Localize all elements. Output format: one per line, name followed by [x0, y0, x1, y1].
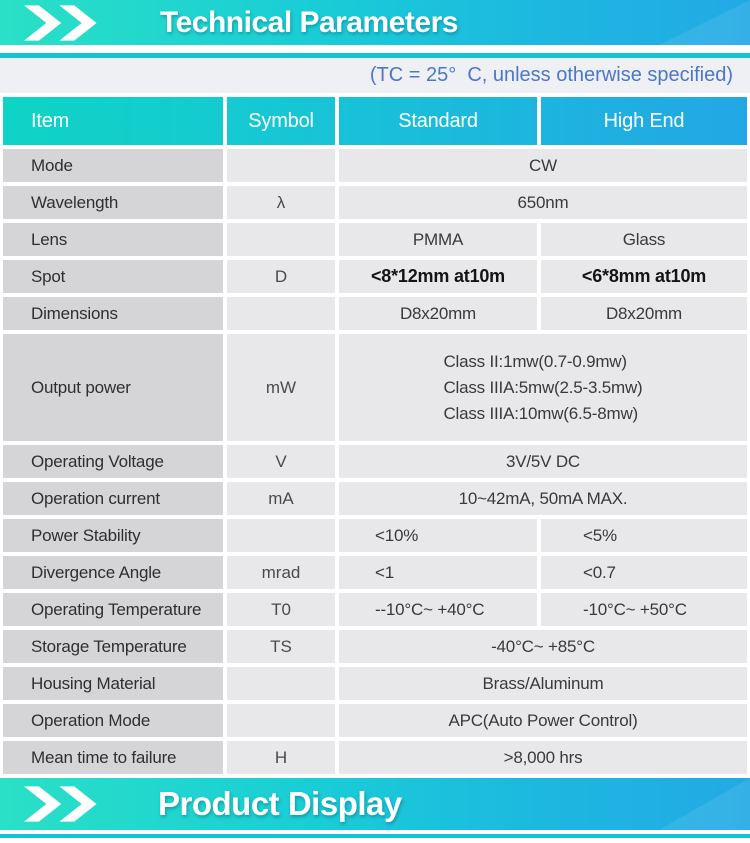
value-cell: Brass/Aluminum — [339, 667, 747, 700]
double-chevron-right-icon — [24, 4, 97, 41]
multiline-value: Class II:1mw(0.7-0.9mw) Class IIIA:5mw(2.… — [443, 349, 642, 427]
value-line: Class IIIA:5mw(2.5-3.5mw) — [443, 377, 643, 397]
symbol-cell: mA — [227, 482, 335, 515]
symbol-cell: TS — [227, 630, 335, 663]
value-cell: <8*12mm at10m — [339, 260, 537, 293]
teal-divider-line — [0, 53, 750, 58]
technical-parameters-table: Item Symbol Standard High End Mode CW Wave… — [0, 93, 750, 778]
value-cell: Glass — [541, 223, 747, 256]
column-header-standard: Standard — [339, 97, 537, 145]
value-cell: --10°C~ +40°C — [339, 593, 537, 626]
item-cell: Output power — [3, 334, 223, 441]
value-cell: <5% — [541, 519, 747, 552]
item-cell: Operating Voltage — [3, 445, 223, 478]
value-cell: 650nm — [339, 186, 747, 219]
column-header-symbol: Symbol — [227, 97, 335, 145]
symbol-cell — [227, 297, 335, 330]
item-cell: Operation current — [3, 482, 223, 515]
table-row: Mean time to failure H >8,000 hrs — [3, 741, 747, 774]
symbol-cell: λ — [227, 186, 335, 219]
value-cell: 10~42mA, 50mA MAX. — [339, 482, 747, 515]
table-row: Operating Temperature T0 --10°C~ +40°C -10°… — [3, 593, 747, 626]
table-row: Divergence Angle mrad <1 <0.7 — [3, 556, 747, 589]
symbol-cell: mrad — [227, 556, 335, 589]
value-line: Class II:1mw(0.7-0.9mw) — [443, 351, 627, 371]
item-cell: Divergence Angle — [3, 556, 223, 589]
table-row: Operation Mode APC(Auto Power Control) — [3, 704, 747, 737]
table-row: Operating Voltage V 3V/5V DC — [3, 445, 747, 478]
value-cell: -10°C~ +50°C — [541, 593, 747, 626]
value-cell: APC(Auto Power Control) — [339, 704, 747, 737]
table-row: Power Stability <10% <5% — [3, 519, 747, 552]
symbol-cell — [227, 704, 335, 737]
item-cell: Operating Temperature — [3, 593, 223, 626]
symbol-cell: D — [227, 260, 335, 293]
item-cell: Lens — [3, 223, 223, 256]
double-chevron-right-icon — [24, 786, 97, 822]
product-display-banner: Product Display — [0, 778, 750, 830]
divider-gap — [0, 45, 750, 53]
table-row: Operation current mA 10~42mA, 50mA MAX. — [3, 482, 747, 515]
column-header-high-end: High End — [541, 97, 747, 145]
value-line: Class IIIA:10mw(6.5-8mw) — [443, 403, 638, 423]
item-cell: Housing Material — [3, 667, 223, 700]
symbol-cell: V — [227, 445, 335, 478]
value-cell: <6*8mm at10m — [541, 260, 747, 293]
item-cell: Operation Mode — [3, 704, 223, 737]
section-title-technical: Technical Parameters — [160, 5, 458, 39]
value-cell: Class II:1mw(0.7-0.9mw) Class IIIA:5mw(2.… — [339, 334, 747, 441]
table-row: Output power mW Class II:1mw(0.7-0.9mw) Cla… — [3, 334, 747, 441]
item-cell: Spot — [3, 260, 223, 293]
symbol-cell: H — [227, 741, 335, 774]
value-cell: <0.7 — [541, 556, 747, 589]
symbol-cell — [227, 519, 335, 552]
item-cell: Mode — [3, 149, 223, 182]
table-row: Dimensions D8x20mm D8x20mm — [3, 297, 747, 330]
table-row: Spot D <8*12mm at10m <6*8mm at10m — [3, 260, 747, 293]
divider-gap — [0, 830, 750, 834]
value-cell: PMMA — [339, 223, 537, 256]
value-cell: 3V/5V DC — [339, 445, 747, 478]
symbol-cell — [227, 149, 335, 182]
symbol-cell: T0 — [227, 593, 335, 626]
table-row: Mode CW — [3, 149, 747, 182]
symbol-cell — [227, 223, 335, 256]
value-cell: D8x20mm — [541, 297, 747, 330]
column-header-item: Item — [3, 97, 223, 145]
item-cell: Mean time to failure — [3, 741, 223, 774]
value-cell: CW — [339, 149, 747, 182]
value-cell: -40°C~ +85°C — [339, 630, 747, 663]
table-row: Lens PMMA Glass — [3, 223, 747, 256]
value-cell: <1 — [339, 556, 537, 589]
table-header-row: Item Symbol Standard High End — [3, 97, 747, 145]
value-cell: <10% — [339, 519, 537, 552]
table-row: Housing Material Brass/Aluminum — [3, 667, 747, 700]
table-row: Storage Temperature TS -40°C~ +85°C — [3, 630, 747, 663]
item-cell: Wavelength — [3, 186, 223, 219]
table-row: Wavelength λ 650nm — [3, 186, 747, 219]
section-title-product-display: Product Display — [158, 785, 402, 822]
item-cell: Storage Temperature — [3, 630, 223, 663]
value-cell: D8x20mm — [339, 297, 537, 330]
symbol-cell: mW — [227, 334, 335, 441]
symbol-cell — [227, 667, 335, 700]
item-cell: Power Stability — [3, 519, 223, 552]
technical-parameters-banner: Technical Parameters — [0, 0, 750, 45]
test-condition-note: (TC = 25° C, unless otherwise specified) — [0, 58, 750, 93]
value-cell: >8,000 hrs — [339, 741, 747, 774]
teal-divider-line — [0, 834, 750, 838]
item-cell: Dimensions — [3, 297, 223, 330]
